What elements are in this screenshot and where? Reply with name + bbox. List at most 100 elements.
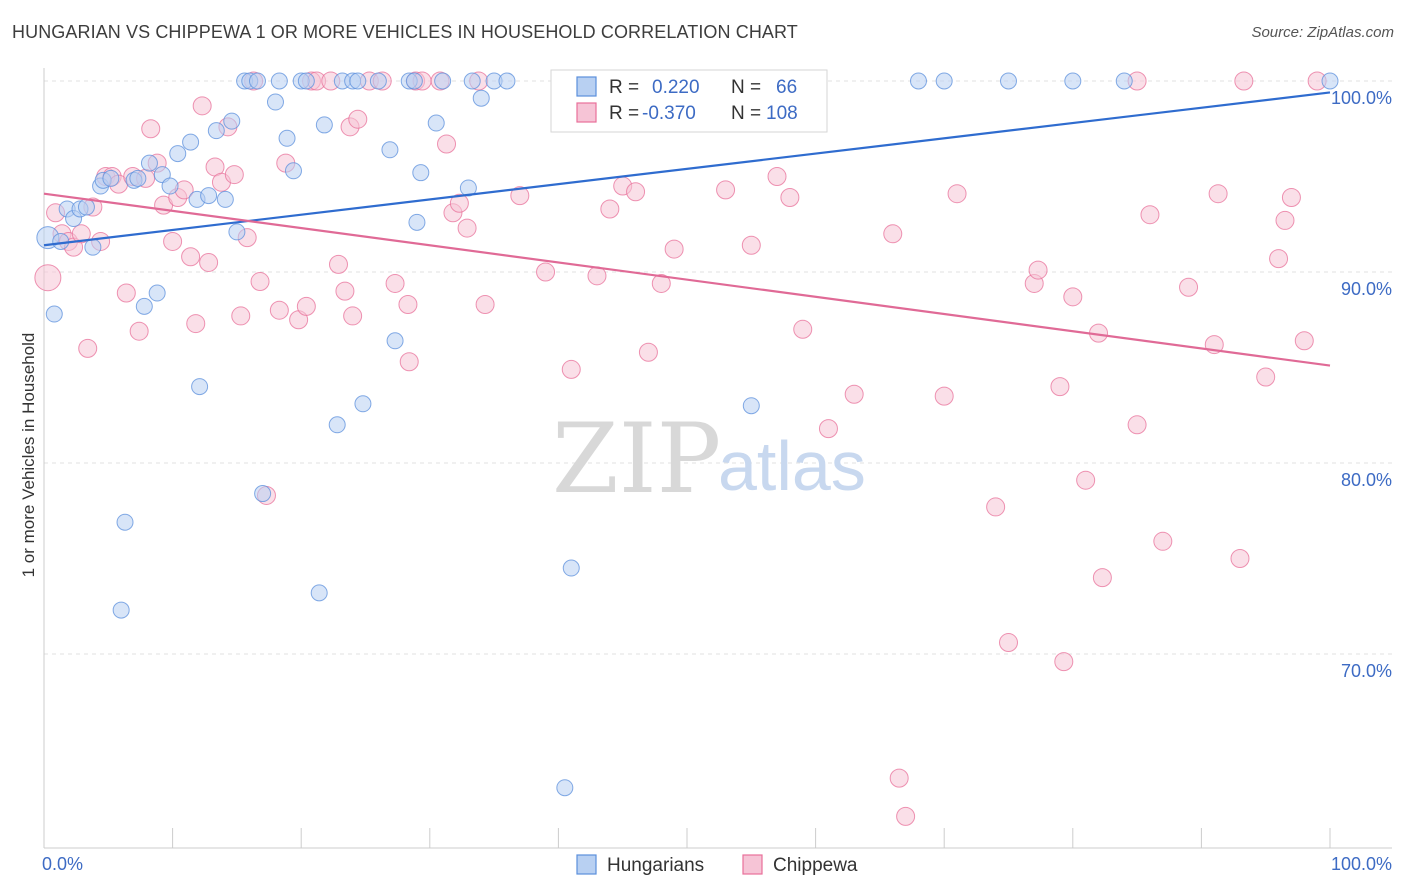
chippewa-point [335, 281, 355, 301]
hungarian-point [434, 72, 452, 90]
hungarian-point [1064, 72, 1082, 90]
chippewa-point [889, 768, 909, 788]
chippewa-point [116, 283, 136, 303]
hungarian-point [315, 116, 333, 134]
chippewa-point [437, 134, 457, 154]
hungarian-point [1115, 72, 1133, 90]
chippewa-point [1092, 568, 1112, 588]
chippewa-point [510, 186, 530, 206]
legend-n-value-hungarian: 66 [776, 77, 797, 98]
hungarian-point [148, 284, 166, 302]
hungarian-point [349, 72, 367, 90]
chippewa-point [181, 247, 201, 267]
correlation-legend: R = 0.220 N = 66 R = -0.370 N = 108 [550, 69, 828, 133]
hungarian-point [191, 378, 209, 396]
chippewa-point [192, 96, 212, 116]
hungarian-point [116, 513, 134, 531]
chippewa-point [626, 182, 646, 202]
hungarian-point [742, 397, 760, 415]
hungarian-point [284, 162, 302, 180]
source-label: Source: ZipAtlas.com [1251, 24, 1394, 41]
chippewa-point [1294, 331, 1314, 351]
hungarian-point [408, 213, 426, 231]
legend-n-label-chippewa: N = [731, 103, 761, 124]
hungarian-point [112, 601, 130, 619]
chippewa-point [1179, 277, 1199, 297]
y-tick-labels: 70.0% 80.0% 90.0% 100.0% [1331, 88, 1392, 681]
chippewa-point [224, 165, 244, 185]
hungarian-point [270, 72, 288, 90]
hungarian-point [77, 198, 95, 216]
chippewa-point [78, 338, 98, 358]
hungarian-points [36, 72, 1339, 797]
hungarian-point [45, 305, 63, 323]
hungarian-point [52, 232, 70, 250]
chippewa-point [231, 306, 251, 326]
hungarian-point [102, 169, 120, 187]
hungarian-point [129, 169, 147, 187]
hungarian-trend-line [43, 91, 1331, 247]
hungarian-point [386, 332, 404, 350]
hungarian-point [169, 145, 187, 163]
chippewa-point [163, 231, 183, 251]
y-tick-label: 80.0% [1341, 470, 1392, 490]
legend-r-value-chippewa: -0.370 [642, 103, 696, 124]
legend-r-value-hungarian: 0.220 [652, 77, 700, 98]
hungarian-point [1000, 72, 1017, 90]
series-legend-swatch-chippewa [742, 854, 763, 875]
hungarian-point [472, 89, 490, 107]
chippewa-point [664, 239, 684, 259]
hungarian-point [248, 72, 266, 90]
chart-title: HUNGARIAN VS CHIPPEWA 1 OR MORE VEHICLES… [12, 22, 798, 42]
hungarian-point [328, 416, 346, 434]
chippewa-point [71, 224, 91, 244]
chippewa-point [741, 235, 761, 255]
legend-r-label-hungarian: R = [609, 77, 639, 98]
chippewa-points [34, 71, 1327, 826]
chippewa-point [1028, 260, 1048, 280]
chippewa-point [818, 419, 838, 439]
hungarian-point [310, 584, 328, 602]
legend-n-label-hungarian: N = [731, 77, 761, 98]
hungarian-point [562, 559, 580, 577]
gridlines [44, 80, 1392, 655]
hungarian-point [556, 779, 574, 797]
series-legend-swatch-hungarians [576, 854, 597, 875]
hungarian-point [84, 238, 102, 256]
hungarian-point [228, 223, 246, 241]
hungarian-point [200, 187, 218, 205]
chippewa-point [999, 633, 1018, 653]
hungarian-point [369, 72, 387, 90]
chippewa-point [348, 109, 368, 129]
series-legend-label-hungarians: Hungarians [607, 855, 704, 876]
chippewa-point [475, 294, 495, 314]
chippewa-point [651, 273, 671, 293]
hungarian-point [935, 72, 953, 90]
y-tick-label: 100.0% [1331, 88, 1392, 108]
chippewa-point [1256, 367, 1276, 387]
hungarian-point [297, 72, 315, 90]
chippewa-point [328, 254, 348, 274]
hungarian-point [161, 177, 179, 195]
chippewa-point [1208, 184, 1228, 204]
legend-n-value-chippewa: 108 [766, 103, 798, 124]
chippewa-point [638, 342, 658, 362]
chippewa-point [986, 497, 1006, 517]
chippewa-point [896, 806, 916, 826]
chippewa-point [883, 224, 903, 244]
hungarian-point [412, 164, 430, 182]
chippewa-point [296, 296, 316, 316]
legend-box [550, 69, 828, 133]
chippewa-point [34, 264, 62, 292]
chippewa-point [767, 167, 787, 186]
hungarian-point [254, 485, 272, 503]
hungarian-point [135, 297, 153, 315]
chippewa-point [129, 321, 149, 341]
hungarian-point [427, 114, 445, 132]
chippewa-point [1153, 531, 1173, 551]
chippewa-point [269, 300, 289, 320]
x-tick-label: 0.0% [42, 854, 83, 874]
chippewa-point [1054, 652, 1074, 672]
legend-swatch-chippewa [576, 102, 597, 123]
